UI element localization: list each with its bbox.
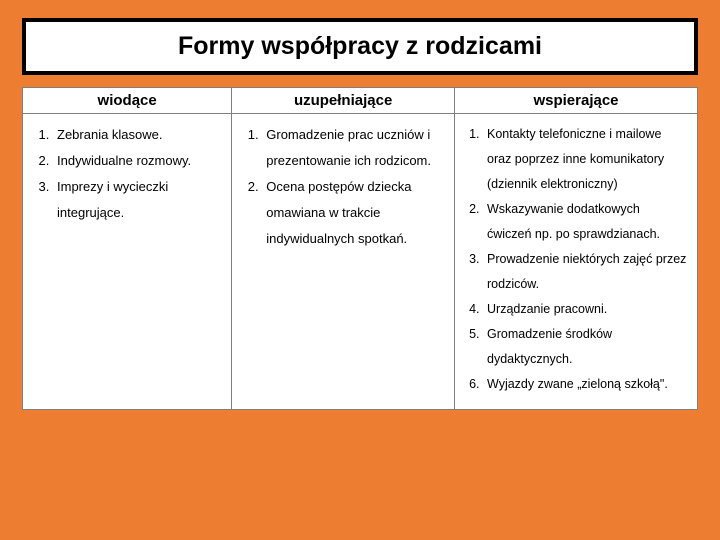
list-item: Kontakty telefoniczne i mailowe oraz pop…	[483, 122, 687, 197]
list-item: Indywidualne rozmowy.	[53, 148, 221, 174]
col-header-leading: wiodące	[23, 88, 232, 114]
page-title: Formy współpracy z rodzicami	[34, 32, 686, 61]
list-item: Wskazywanie dodatkowych ćwiczeń np. po s…	[483, 197, 687, 247]
list-leading: Zebrania klasowe. Indywidualne rozmowy. …	[33, 122, 221, 226]
col-header-supporting: wspierające	[455, 88, 698, 114]
list-item: Prowadzenie niektórych zajęć przez rodzi…	[483, 247, 687, 297]
title-banner: Formy współpracy z rodzicami	[22, 18, 698, 75]
list-supporting: Kontakty telefoniczne i mailowe oraz pop…	[465, 122, 687, 397]
cooperation-forms-table: wiodące uzupełniające wspierające Zebran…	[22, 87, 698, 410]
list-item: Zebrania klasowe.	[53, 122, 221, 148]
list-item: Ocena postępów dziecka omawiana w trakci…	[262, 174, 444, 252]
list-supplementary: Gromadzenie prac uczniów i prezentowanie…	[242, 122, 444, 252]
list-item: Gromadzenie środków dydaktycznych.	[483, 322, 687, 372]
table-header-row: wiodące uzupełniające wspierające	[23, 88, 698, 114]
col-header-supplementary: uzupełniające	[232, 88, 455, 114]
list-item: Gromadzenie prac uczniów i prezentowanie…	[262, 122, 444, 174]
cell-supporting: Kontakty telefoniczne i mailowe oraz pop…	[455, 114, 698, 410]
list-item: Imprezy i wycieczki integrujące.	[53, 174, 221, 226]
table-body-row: Zebrania klasowe. Indywidualne rozmowy. …	[23, 114, 698, 410]
list-item: Wyjazdy zwane „zieloną szkołą".	[483, 372, 687, 397]
cell-supplementary: Gromadzenie prac uczniów i prezentowanie…	[232, 114, 455, 410]
cell-leading: Zebrania klasowe. Indywidualne rozmowy. …	[23, 114, 232, 410]
list-item: Urządzanie pracowni.	[483, 297, 687, 322]
